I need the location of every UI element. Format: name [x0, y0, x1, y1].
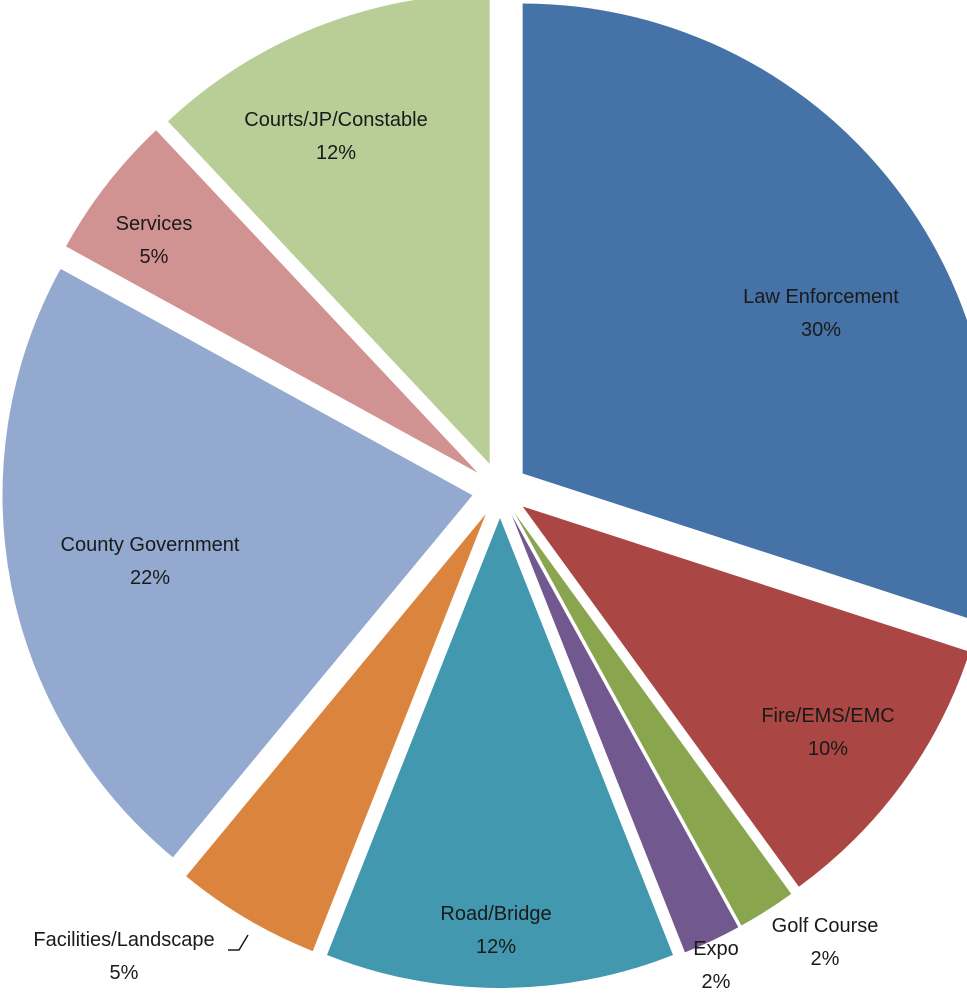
- slice-label-law-enforcement: Law Enforcement: [743, 286, 899, 308]
- slice-value-facilities-landscape: 5%: [110, 962, 139, 984]
- pie-slice-law-enforcement: [522, 3, 967, 618]
- slice-label-facilities-landscape: Facilities/Landscape: [33, 929, 214, 951]
- slice-value-expo: 2%: [702, 971, 731, 993]
- pie-slice-fire-ems-emc: [522, 506, 967, 887]
- slice-label-golf-course: Golf Course: [772, 915, 879, 937]
- slice-value-fire-ems-emc: 10%: [808, 738, 848, 760]
- slice-label-services: Services: [116, 213, 193, 235]
- pie-slice-expo: [511, 515, 739, 953]
- slice-value-county-government: 22%: [130, 567, 170, 589]
- pie-slice-road-bridge: [326, 518, 674, 988]
- slice-label-courts-jp-constable: Courts/JP/Constable: [244, 109, 427, 131]
- slice-label-fire-ems-emc: Fire/EMS/EMC: [761, 705, 894, 727]
- leader-line-facilities-landscape: [228, 934, 249, 951]
- pie-slice-county-government: [2, 268, 473, 858]
- pie-slice-golf-course: [515, 513, 792, 926]
- slice-label-expo: Expo: [693, 938, 739, 960]
- slice-label-county-government: County Government: [61, 534, 240, 556]
- pie-slice-services: [66, 130, 478, 473]
- slice-label-road-bridge: Road/Bridge: [440, 903, 551, 925]
- slice-value-courts-jp-constable: 12%: [316, 142, 356, 164]
- slice-value-services: 5%: [140, 246, 169, 268]
- slice-value-law-enforcement: 30%: [801, 319, 841, 341]
- slice-value-golf-course: 2%: [811, 948, 840, 970]
- pie-slice-facilities-landscape: [186, 514, 486, 952]
- slice-value-road-bridge: 12%: [476, 936, 516, 958]
- pie-slice-courts-jp-constable: [167, 0, 490, 464]
